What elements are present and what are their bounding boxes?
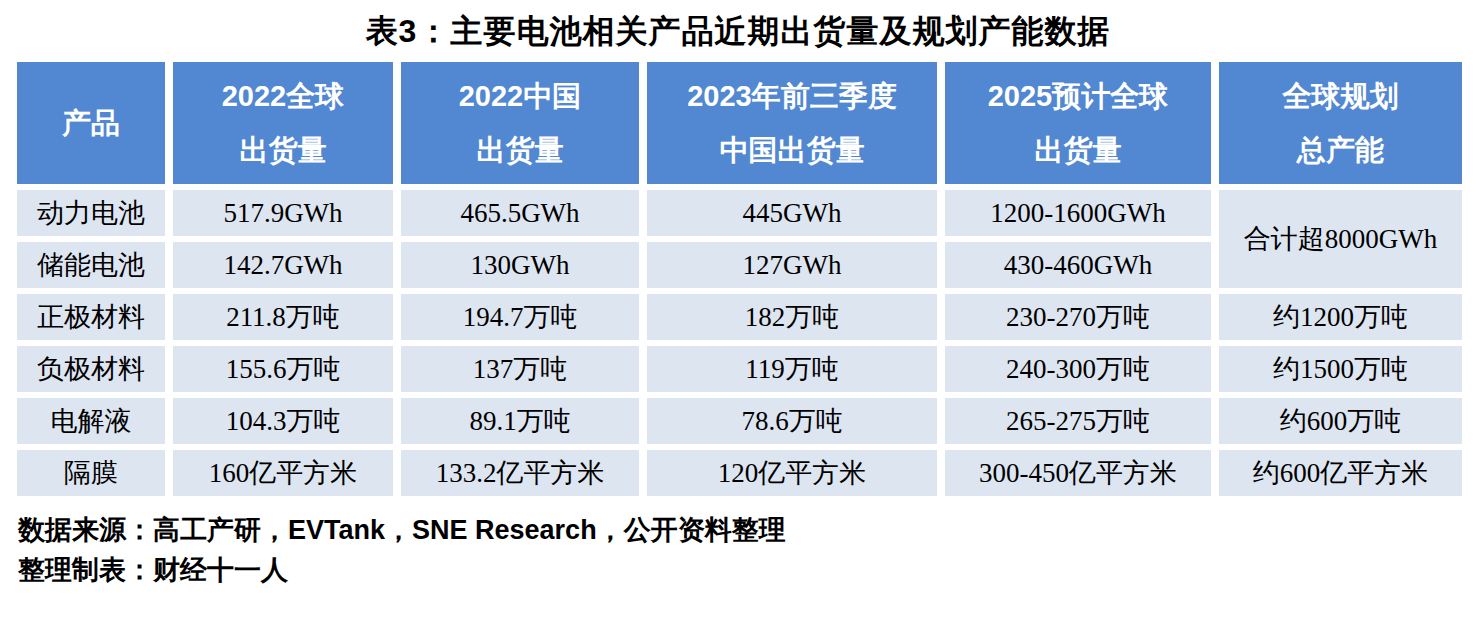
planned-capacity-cell: 约1500万吨 xyxy=(1219,346,1462,392)
data-source-line: 数据来源：高工产研，EVTank，SNE Research，公开资料整理 xyxy=(18,510,1476,550)
china-2023q1-3-cell: 445GWh xyxy=(647,190,937,236)
header-line: 出货量 xyxy=(947,123,1209,177)
header-line: 2022全球 xyxy=(175,69,391,123)
col-header-2023q1-3-china-shipments: 2023年前三季度 中国出货量 xyxy=(647,62,937,184)
global-2025e-cell: 1200-1600GWh xyxy=(945,190,1211,236)
table-row-cathode-material: 正极材料 211.8万吨 194.7万吨 182万吨 230-270万吨 约12… xyxy=(17,294,1462,340)
planned-capacity-cell: 约600亿平方米 xyxy=(1219,450,1462,496)
global-2022-cell: 142.7GWh xyxy=(173,242,393,288)
header-line: 产品 xyxy=(19,96,163,150)
global-2022-cell: 104.3万吨 xyxy=(173,398,393,444)
product-name-cell: 电解液 xyxy=(17,398,165,444)
china-2022-cell: 137万吨 xyxy=(401,346,639,392)
product-name-cell: 正极材料 xyxy=(17,294,165,340)
global-2022-cell: 155.6万吨 xyxy=(173,346,393,392)
global-2022-cell: 160亿平方米 xyxy=(173,450,393,496)
col-header-2022-global-shipments: 2022全球 出货量 xyxy=(173,62,393,184)
china-2023q1-3-cell: 78.6万吨 xyxy=(647,398,937,444)
product-name-cell: 负极材料 xyxy=(17,346,165,392)
battery-data-table: 产品 2022全球 出货量 2022中国 出货量 2023年前三季度 中国出货量… xyxy=(9,56,1470,502)
global-2022-cell: 211.8万吨 xyxy=(173,294,393,340)
product-name-cell: 动力电池 xyxy=(17,190,165,236)
header-row: 产品 2022全球 出货量 2022中国 出货量 2023年前三季度 中国出货量… xyxy=(17,62,1462,184)
col-header-2025-global-forecast: 2025预计全球 出货量 xyxy=(945,62,1211,184)
china-2023q1-3-cell: 127GWh xyxy=(647,242,937,288)
header-line: 2023年前三季度 xyxy=(649,69,935,123)
header-line: 2025预计全球 xyxy=(947,69,1209,123)
china-2022-cell: 89.1万吨 xyxy=(401,398,639,444)
header-line: 全球规划 xyxy=(1221,69,1460,123)
header-line: 总产能 xyxy=(1221,123,1460,177)
col-header-product: 产品 xyxy=(17,62,165,184)
global-2025e-cell: 230-270万吨 xyxy=(945,294,1211,340)
china-2022-cell: 130GWh xyxy=(401,242,639,288)
china-2022-cell: 133.2亿平方米 xyxy=(401,450,639,496)
china-2022-cell: 194.7万吨 xyxy=(401,294,639,340)
china-2022-cell: 465.5GWh xyxy=(401,190,639,236)
col-header-2022-china-shipments: 2022中国 出货量 xyxy=(401,62,639,184)
header-line: 出货量 xyxy=(403,123,637,177)
global-2025e-cell: 240-300万吨 xyxy=(945,346,1211,392)
table-row-separator: 隔膜 160亿平方米 133.2亿平方米 120亿平方米 300-450亿平方米… xyxy=(17,450,1462,496)
credit-line: 整理制表：财经十一人 xyxy=(18,550,1476,590)
china-2023q1-3-cell: 119万吨 xyxy=(647,346,937,392)
global-2022-cell: 517.9GWh xyxy=(173,190,393,236)
header-line: 2022中国 xyxy=(403,69,637,123)
global-2025e-cell: 300-450亿平方米 xyxy=(945,450,1211,496)
planned-capacity-merged-cell: 合计超8000GWh xyxy=(1219,190,1462,288)
china-2023q1-3-cell: 120亿平方米 xyxy=(647,450,937,496)
global-2025e-cell: 265-275万吨 xyxy=(945,398,1211,444)
planned-capacity-cell: 约1200万吨 xyxy=(1219,294,1462,340)
table-figure: 表3：主要电池相关产品近期出货量及规划产能数据 产品 2022全球 出货量 20… xyxy=(0,0,1476,617)
china-2023q1-3-cell: 182万吨 xyxy=(647,294,937,340)
header-line: 出货量 xyxy=(175,123,391,177)
col-header-global-planned-capacity: 全球规划 总产能 xyxy=(1219,62,1462,184)
product-name-cell: 隔膜 xyxy=(17,450,165,496)
table-row-anode-material: 负极材料 155.6万吨 137万吨 119万吨 240-300万吨 约1500… xyxy=(17,346,1462,392)
global-2025e-cell: 430-460GWh xyxy=(945,242,1211,288)
product-name-cell: 储能电池 xyxy=(17,242,165,288)
header-line: 中国出货量 xyxy=(649,123,935,177)
footer-notes: 数据来源：高工产研，EVTank，SNE Research，公开资料整理 整理制… xyxy=(18,510,1476,590)
planned-capacity-cell: 约600万吨 xyxy=(1219,398,1462,444)
table-title: 表3：主要电池相关产品近期出货量及规划产能数据 xyxy=(0,0,1476,54)
table-row-power-battery: 动力电池 517.9GWh 465.5GWh 445GWh 1200-1600G… xyxy=(17,190,1462,236)
table-row-electrolyte: 电解液 104.3万吨 89.1万吨 78.6万吨 265-275万吨 约600… xyxy=(17,398,1462,444)
